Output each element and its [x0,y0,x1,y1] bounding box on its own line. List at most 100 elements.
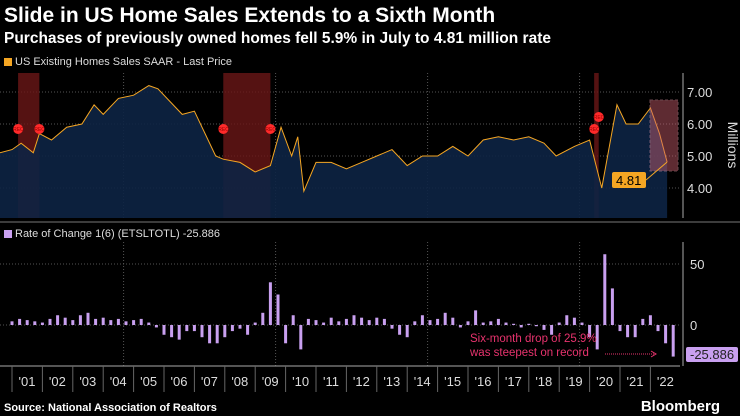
bar [192,325,196,332]
bar [474,310,478,325]
x-tick-label: '17 [505,374,522,389]
bar [610,288,614,325]
bar [78,315,82,325]
annotation-arrowhead [650,350,657,358]
legend-swatch [4,230,12,238]
x-tick-label: '21 [627,374,644,389]
bar [185,325,189,332]
bar [329,317,333,325]
rec-marker [593,112,604,122]
bar [550,325,554,335]
bar [208,325,212,344]
bar [398,325,402,335]
rec-marker-label: REC [594,115,605,121]
bar [124,321,128,325]
x-tick-label: '16 [475,374,492,389]
bar [436,318,440,325]
rec-marker [265,124,276,134]
last-value-leader [645,161,668,181]
x-tick-label: '07 [201,374,218,389]
bar [154,325,158,328]
legend-label: US Existing Homes Sales SAAR - Last Pric… [15,56,233,68]
bar [352,315,356,325]
bar [238,325,242,329]
bar [648,315,652,325]
bar [390,325,394,329]
legend-swatch [4,58,12,66]
bar [223,325,227,338]
bar [443,312,447,325]
bar [25,320,29,325]
legend-top: US Existing Homes Sales SAAR - Last Pric… [4,56,232,68]
bar [94,318,98,325]
bar [56,315,60,325]
bar [382,318,386,325]
rec-marker-label: REC [589,127,600,133]
bar [451,317,455,325]
rec-marker [13,124,24,134]
bar [170,325,174,338]
recession-band [594,73,599,218]
bar [413,321,417,325]
bar [215,325,219,344]
bar [344,318,348,325]
bar [519,325,523,328]
bar [466,321,470,325]
y-tick-label: 7.00 [687,85,712,100]
x-tick-label: '11 [323,374,339,389]
bar [565,315,569,325]
bar [86,312,90,325]
bar [200,325,204,338]
bar [588,325,592,338]
y-tick-label: 5.00 [687,149,712,164]
bar [420,315,424,325]
bar [322,322,326,325]
bar [63,317,67,325]
rec-marker [218,124,229,134]
bar [71,320,75,325]
bar [664,325,668,344]
bar [367,320,371,325]
rec-marker [589,124,600,134]
x-tick-label: '10 [292,374,309,389]
x-tick-label: '12 [353,374,370,389]
last-value-badge [612,172,646,188]
chart-subtitle: Purchases of previously owned homes fell… [4,30,551,47]
rec-marker-label: REC [265,127,276,133]
bar [299,325,303,350]
bar [147,322,151,325]
bar [375,317,379,325]
y-tick-label: 4.00 [687,181,712,196]
x-tick-label: '06 [171,374,188,389]
bar [512,323,516,325]
series-line [0,85,668,194]
bar [109,320,113,325]
bar [405,325,409,338]
x-tick-label: '18 [535,374,552,389]
bar [360,317,364,325]
bar [18,318,22,325]
bar [284,325,288,344]
x-tick-label: '13 [383,374,400,389]
rec-marker-label: REC [218,127,229,133]
bar [10,321,14,325]
bar [246,325,250,335]
y-tick-label: 50 [690,257,704,272]
annotation-text: was steepest on record [469,347,589,359]
bar [603,254,607,325]
bar [641,318,645,325]
bar [306,318,310,325]
bar [261,312,265,325]
source: Source: National Association of Realtors [4,402,217,414]
chart-title: Slide in US Home Sales Extends to a Sixt… [4,4,496,27]
x-tick-label: '20 [596,374,613,389]
x-tick-label: '02 [49,374,66,389]
bar [276,294,280,325]
bar [428,320,432,325]
bar [162,325,166,335]
x-tick-label: '14 [414,374,431,389]
bar [337,321,341,325]
bar [542,325,546,330]
y-tick-label: 6.00 [687,117,712,132]
